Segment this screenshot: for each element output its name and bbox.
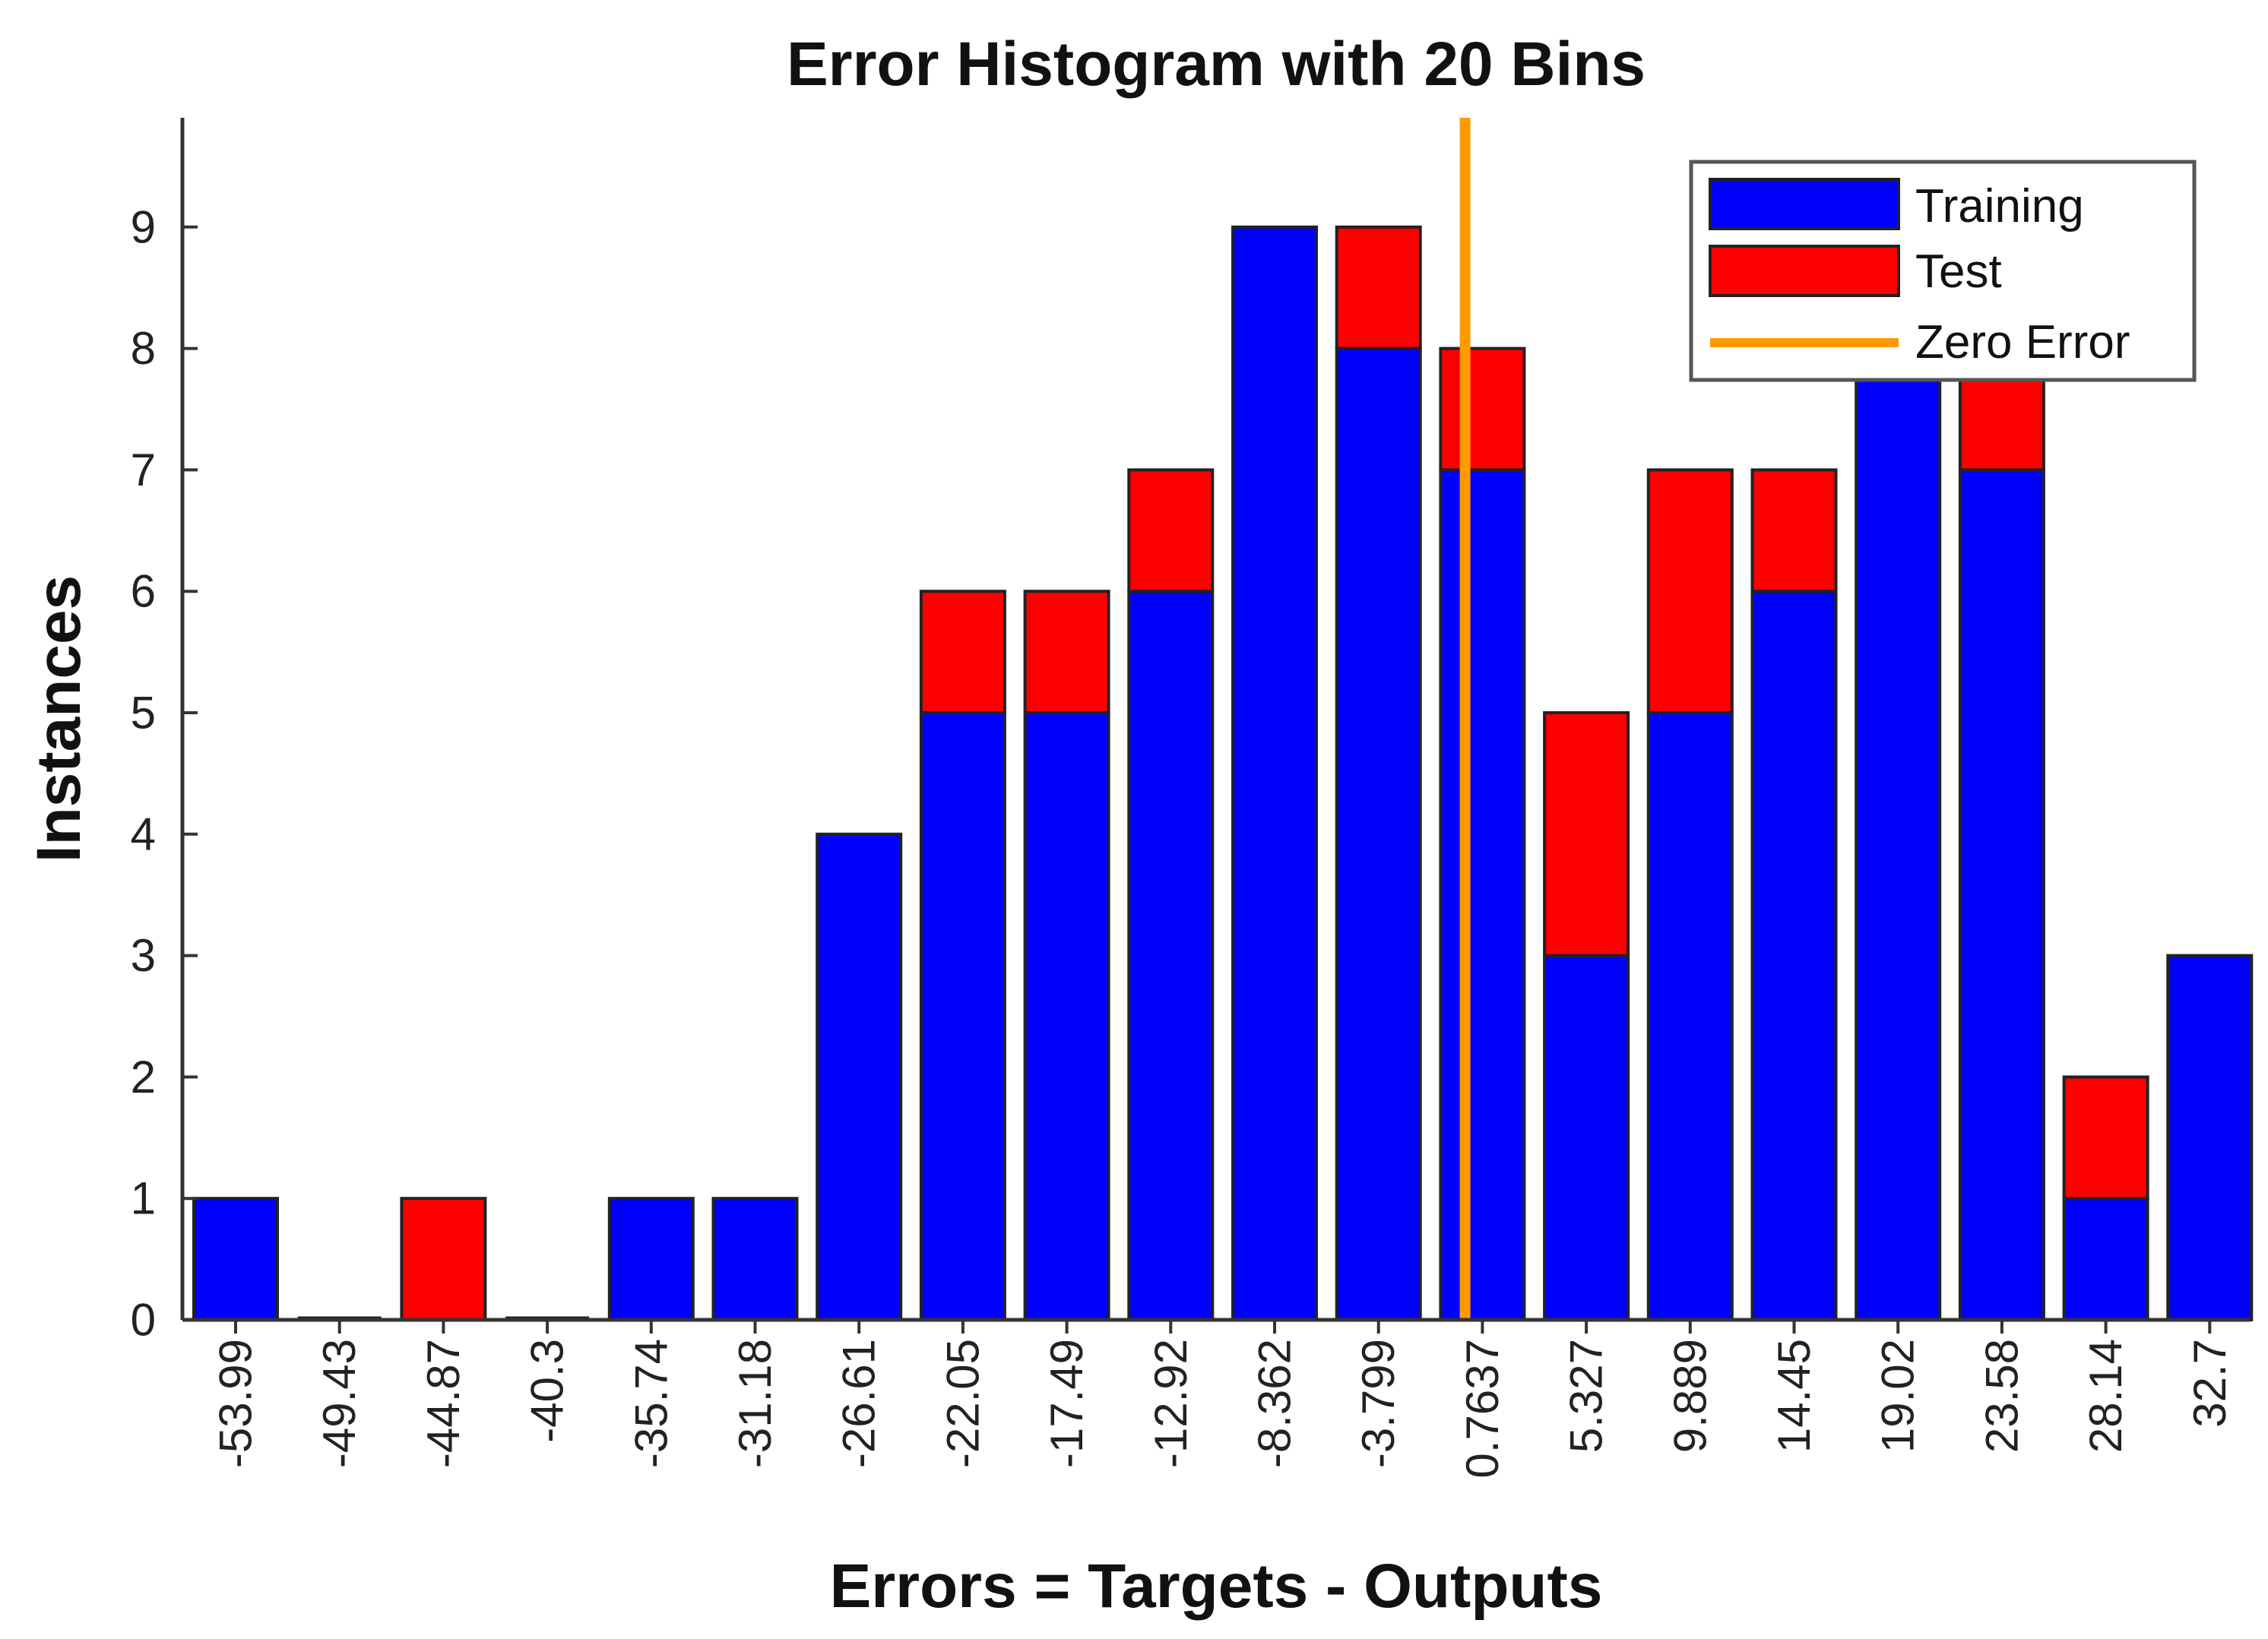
x-tick-label: -35.74: [626, 1339, 676, 1468]
bar-training-15: [1750, 590, 1838, 1321]
legend: Training Test Zero Error: [1689, 160, 2197, 382]
bar-test-8: [1023, 590, 1110, 715]
x-tick-label: -22.05: [937, 1339, 988, 1468]
y-tick-label: 9: [131, 201, 156, 252]
bar-training-16: [1855, 346, 1942, 1322]
y-tick-label: 1: [131, 1173, 156, 1224]
x-tick-label: 23.58: [1976, 1339, 2027, 1453]
y-tick-label: 7: [131, 445, 156, 495]
bar-training-5: [711, 1197, 799, 1321]
x-tick-label: -12.92: [1145, 1339, 1196, 1468]
x-tick-label: 5.327: [1561, 1339, 1612, 1453]
y-tick-label: 4: [131, 808, 156, 859]
legend-swatch-test: [1709, 245, 1900, 297]
bar-training-8: [1023, 711, 1110, 1321]
y-tick-label: 8: [131, 323, 156, 374]
bar-training-4: [607, 1197, 695, 1321]
x-tick-label: -44.87: [418, 1339, 469, 1468]
y-tick-label: 3: [131, 930, 156, 981]
bar-training-10: [1231, 225, 1318, 1321]
x-tick-label: 19.02: [1873, 1339, 1924, 1453]
chart-title: Error Histogram with 20 Bins: [787, 30, 1646, 99]
bar-training-11: [1335, 346, 1422, 1322]
legend-label-test: Test: [1915, 245, 2002, 298]
y-tick-label: 6: [131, 566, 156, 617]
x-tick-label: -49.43: [314, 1339, 365, 1468]
bar-test-14: [1646, 468, 1734, 715]
x-tick-label: 32.7: [2184, 1339, 2235, 1428]
x-tick-label: -3.799: [1353, 1339, 1404, 1468]
bar-training-18: [2062, 1197, 2149, 1321]
x-tick-label: 28.14: [2080, 1339, 2131, 1453]
x-tick-label: -17.49: [1041, 1339, 1092, 1468]
bar-test-2: [400, 1197, 487, 1321]
legend-swatch-training: [1709, 178, 1900, 230]
bar-training-9: [1127, 590, 1215, 1321]
x-tick-label: -8.362: [1250, 1339, 1300, 1468]
y-tick-label: 5: [131, 688, 156, 739]
x-tick-label: -53.99: [211, 1339, 261, 1468]
x-tick-label: 14.45: [1769, 1339, 1820, 1453]
x-tick-label: 9.889: [1665, 1339, 1715, 1453]
y-axis-label: Instances: [24, 575, 93, 862]
bar-training-17: [1958, 468, 2045, 1321]
bar-training-14: [1646, 711, 1734, 1321]
x-axis-label: Errors = Targets - Outputs: [830, 1552, 1603, 1621]
bar-test-9: [1127, 468, 1215, 593]
x-tick-label: 0.7637: [1457, 1339, 1508, 1479]
legend-label-training: Training: [1915, 180, 2084, 233]
bars-layer: [192, 225, 2254, 1322]
bar-test-7: [919, 590, 1006, 715]
bar-training-19: [2166, 954, 2254, 1321]
bar-training-0: [192, 1197, 279, 1321]
y-tick-label: 2: [131, 1052, 156, 1103]
bar-test-12: [1439, 346, 1526, 472]
bar-test-15: [1750, 468, 1838, 593]
legend-label-zero-error: Zero Error: [1915, 316, 2130, 369]
bar-test-13: [1543, 711, 1630, 957]
bar-test-11: [1335, 225, 1422, 350]
x-tick-label: -26.61: [834, 1339, 885, 1468]
x-ticks-layer: -53.99 -49.43 -44.87 -40.3 -35.74 -31.18 -26.6…: [211, 1320, 2235, 1479]
bar-training-13: [1543, 954, 1630, 1321]
bar-training-12: [1439, 468, 1526, 1321]
bar-training-6: [816, 832, 903, 1322]
x-tick-label: -31.18: [730, 1339, 781, 1468]
bar-training-7: [919, 711, 1006, 1321]
x-tick-label: -40.3: [522, 1339, 573, 1443]
bar-test-18: [2062, 1075, 2149, 1201]
y-tick-label: 0: [131, 1295, 156, 1346]
y-ticks-layer: 0 1 2 3 4 5 6 7 8 9: [131, 201, 198, 1346]
